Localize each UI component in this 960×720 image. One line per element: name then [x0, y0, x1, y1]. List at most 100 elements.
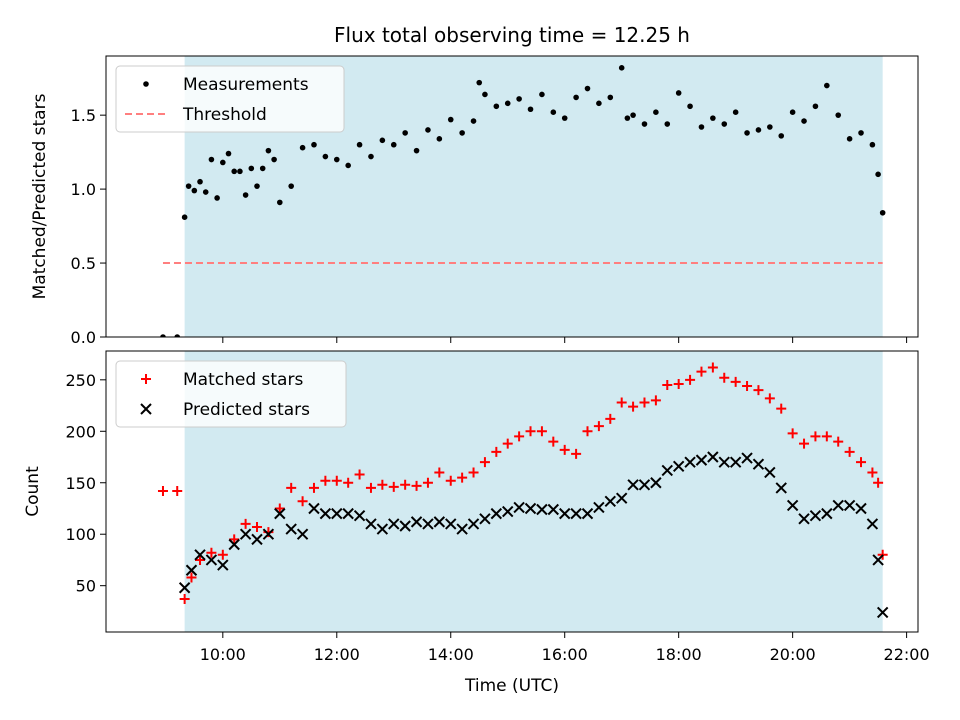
predicted-star-point [684, 456, 696, 468]
measurement-point [789, 109, 796, 115]
predicted-star-point [365, 518, 377, 530]
measurement-point [539, 91, 545, 98]
predicted-star-point [764, 466, 776, 479]
matched-star-point [787, 428, 798, 439]
measurement-point [191, 187, 198, 194]
predicted-star-point [285, 523, 297, 535]
matched-star-point [696, 366, 707, 377]
measurement-point [875, 171, 881, 178]
matched-star-point [616, 397, 627, 408]
data-layer [157, 362, 889, 619]
legend: Measurements Threshold [115, 65, 345, 133]
axes-frame [105, 350, 919, 633]
predicted-star-point [524, 502, 537, 515]
matched-star-point [186, 572, 197, 583]
predicted-star-point [422, 518, 434, 530]
matched-star-point [764, 393, 775, 404]
measurement-point [470, 118, 477, 124]
matched-star-point [172, 485, 183, 496]
measurement-point [573, 94, 579, 101]
measurement-point [220, 159, 226, 166]
y-tick-label: 0.0 [71, 328, 96, 347]
predicted-star-point [185, 564, 198, 576]
measurement-point [271, 156, 277, 163]
predicted-star-point [331, 507, 343, 520]
y-tick-label: 200 [65, 422, 96, 441]
predicted-star-point [178, 582, 191, 594]
x-tick-label: 10:00 [200, 645, 246, 664]
measurement-point [618, 65, 625, 71]
measurement-point [197, 178, 203, 185]
measurement-point [225, 150, 232, 157]
measurement-point [675, 90, 682, 96]
matched-star-point [662, 379, 673, 390]
legend-matched-marker [141, 374, 151, 384]
measurement-point [516, 96, 522, 102]
measurement-point [846, 136, 853, 142]
legend-box [115, 65, 345, 133]
matched-star-point [799, 438, 810, 449]
predicted-star-point [456, 523, 468, 535]
measurement-point [653, 109, 659, 115]
measurement-point [390, 141, 397, 148]
predicted-star-point [342, 507, 354, 520]
measurement-point [732, 109, 739, 115]
matched-star-point [628, 401, 639, 412]
matched-star-point [856, 457, 867, 468]
matched-star-point [810, 431, 821, 442]
matched-star-point [867, 467, 878, 478]
measurement-point [561, 115, 568, 121]
legend-threshold-label: Threshold [182, 105, 267, 125]
measurement-point [214, 195, 220, 201]
measurement-point [254, 183, 260, 189]
measurement-point [607, 94, 614, 101]
predicted-star-point [729, 456, 742, 468]
predicted-star-point [752, 458, 765, 470]
measurement-point [778, 133, 785, 139]
matched-star-point [844, 446, 855, 457]
measurement-point [208, 156, 215, 163]
matched-star-point [308, 482, 319, 493]
predicted-star-point [695, 454, 708, 466]
predicted-star-point [559, 507, 571, 520]
measurement-point [767, 124, 773, 130]
matched-star-point [297, 496, 308, 507]
matched-star-point [457, 472, 468, 483]
measurement-point [345, 162, 351, 169]
predicted-star-point [467, 518, 480, 530]
matched-star-point [320, 475, 331, 486]
matched-star-point [593, 421, 604, 432]
measurement-point [879, 209, 886, 216]
matched-star-point [229, 534, 240, 545]
predicted-star-point [319, 507, 332, 520]
matched-star-point [179, 594, 190, 605]
measurement-point [276, 199, 283, 206]
x-tick-label: 14:00 [428, 645, 474, 664]
matched-star-point [377, 479, 388, 490]
measurement-point [596, 100, 602, 107]
x-tick-label: 20:00 [770, 645, 816, 664]
measurement-point [527, 106, 534, 113]
predicted-star-point [821, 507, 833, 520]
measurement-point [858, 130, 864, 136]
matched-star-point [400, 479, 411, 490]
legend-box [115, 360, 347, 428]
predicted-star-point [718, 456, 730, 468]
measurement-point [744, 130, 750, 136]
predicted-star-point [513, 501, 525, 514]
predicted-star-point [262, 528, 275, 540]
matched-star-point [434, 467, 445, 478]
y-axis-label: Count [23, 466, 43, 517]
y-axis-label: Matched/Predicted stars [30, 93, 50, 299]
measurement-point [624, 115, 631, 121]
matched-star-point [331, 475, 342, 486]
x-tick-label: 18:00 [656, 645, 702, 664]
matched-star-point [502, 438, 513, 449]
matched-star-point [445, 475, 456, 486]
measurement-point [248, 165, 255, 172]
predicted-star-point [399, 520, 411, 532]
matched-star-point [730, 376, 741, 387]
legend-matched-label: Matched stars [183, 370, 303, 390]
predicted-star-point [296, 528, 309, 540]
predicted-star-point [741, 452, 753, 464]
